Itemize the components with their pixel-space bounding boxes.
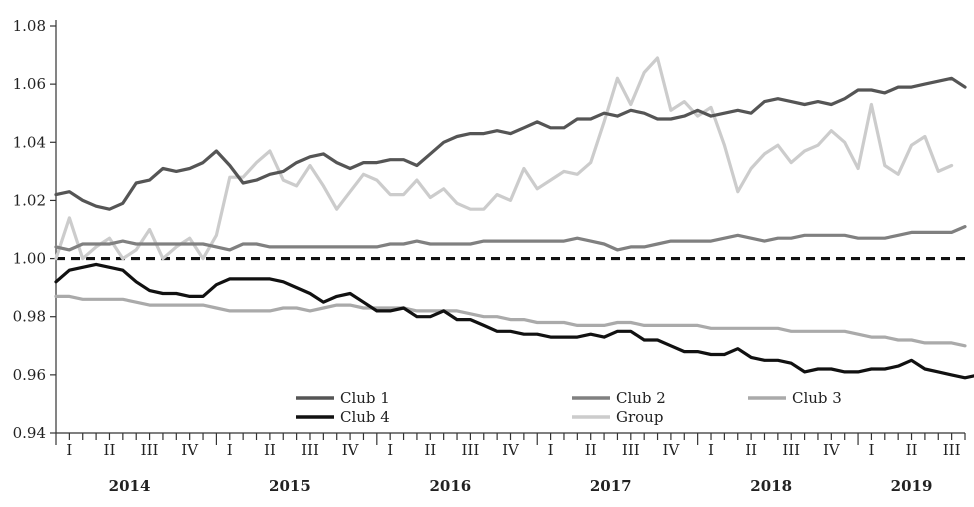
y-tick-label: 0.98 (13, 308, 46, 326)
quarter-label: IV (181, 441, 199, 459)
quarter-label: III (462, 441, 480, 459)
year-label: 2015 (269, 477, 311, 495)
quarter-label: IV (502, 441, 520, 459)
legend-label: Club 1 (340, 389, 390, 407)
quarter-label: III (943, 441, 961, 459)
legend: Club 1 Club 2 Club 3 Club 4 Group (296, 389, 842, 426)
year-label: 2016 (429, 477, 471, 495)
y-tick-label: 1.08 (13, 17, 46, 35)
quarter-label: II (264, 441, 276, 459)
quarter-label: I (227, 441, 233, 459)
y-tick-label: 0.94 (13, 424, 46, 442)
quarter-label: IV (342, 441, 360, 459)
quarter-label: III (141, 441, 159, 459)
legend-label: Club 3 (792, 389, 842, 407)
series-line-club-3 (54, 294, 967, 348)
series-line-club-1 (54, 76, 967, 211)
legend-label: Club 2 (616, 389, 666, 407)
y-tick-label: 1.00 (13, 250, 46, 268)
series-line-club-4 (54, 262, 974, 380)
quarter-label: IV (823, 441, 841, 459)
quarter-label: II (104, 441, 116, 459)
series-group (54, 56, 974, 380)
quarter-label: I (548, 441, 554, 459)
quarter-label: III (301, 441, 319, 459)
y-tick-label: 1.02 (13, 191, 46, 209)
year-label: 2014 (109, 477, 151, 495)
legend-label: Group (616, 408, 663, 426)
year-label: 2017 (590, 477, 632, 495)
year-label: 2018 (750, 477, 792, 495)
quarter-label: I (708, 441, 714, 459)
series-line-club-2 (54, 225, 967, 252)
quarter-label: I (868, 441, 874, 459)
y-tick-label: 1.04 (13, 133, 46, 151)
quarter-label: II (745, 441, 757, 459)
quarter-label: III (622, 441, 640, 459)
quarter-label: I (66, 441, 72, 459)
quarter-label: III (782, 441, 800, 459)
quarter-label: I (387, 441, 393, 459)
y-tick-label: 0.96 (13, 366, 46, 384)
y-tick-label: 1.06 (13, 75, 46, 93)
quarter-label: II (424, 441, 436, 459)
x-axis: I II III IV I II III IV I II III IV I II III IV I II III IV… (55, 432, 966, 495)
quarter-label: II (585, 441, 597, 459)
quarter-label: IV (663, 441, 681, 459)
y-axis: 0.94 0.96 0.98 1.00 1.02 1.04 1.06 1.08 (13, 17, 57, 442)
quarter-label: II (906, 441, 918, 459)
legend-label: Club 4 (340, 408, 390, 426)
year-label: 2019 (891, 477, 933, 495)
series-line-group (54, 56, 954, 261)
